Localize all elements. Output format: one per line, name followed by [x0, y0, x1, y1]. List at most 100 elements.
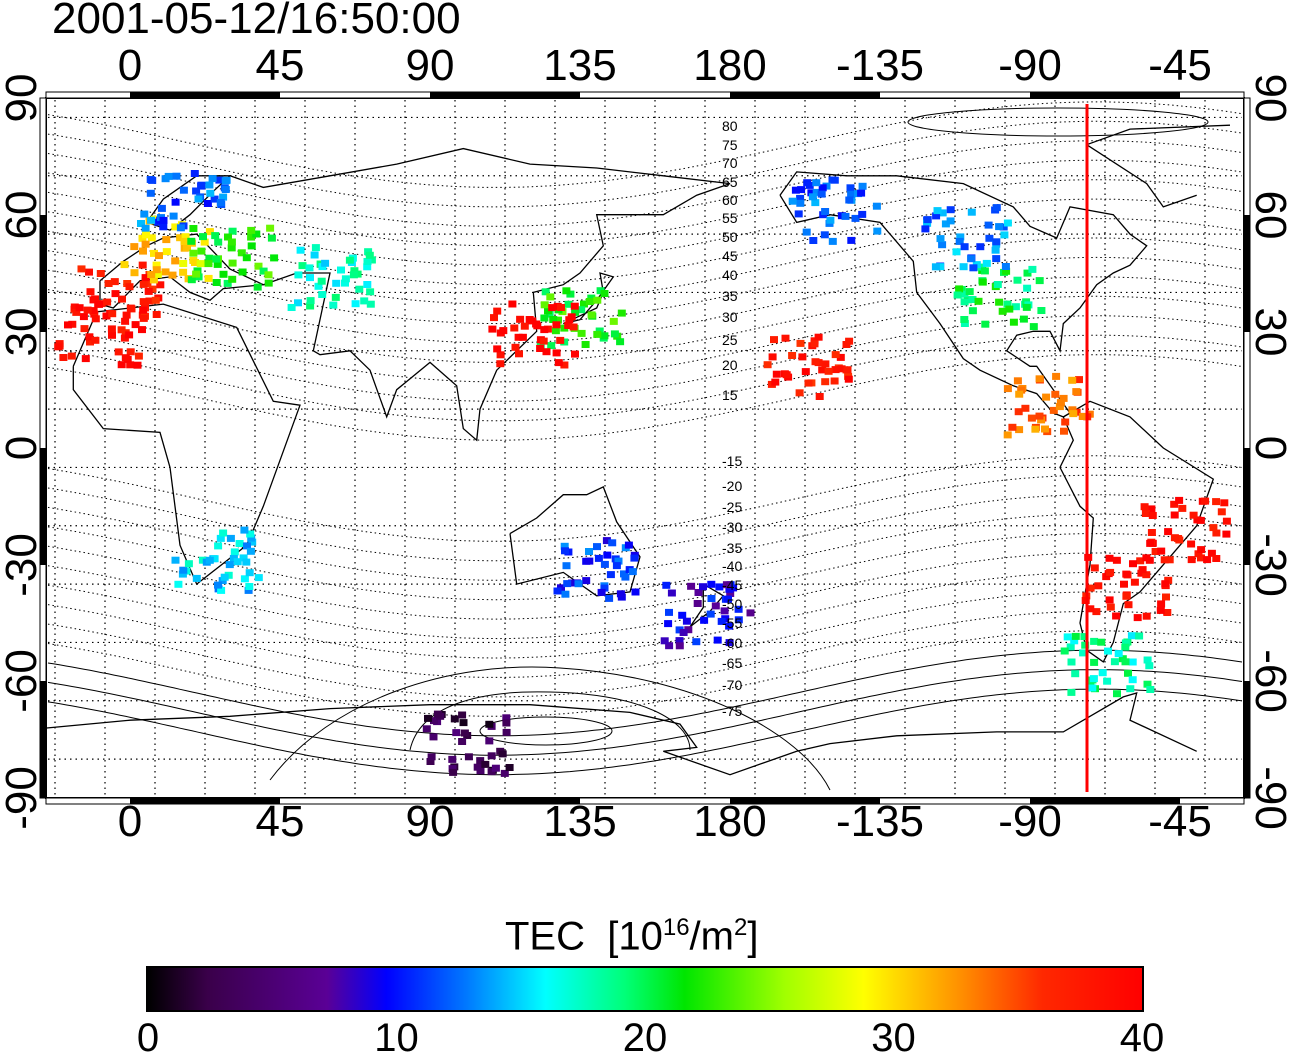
- tec-cell: [556, 336, 565, 344]
- tec-cell: [171, 223, 180, 231]
- tec-cell: [720, 607, 729, 615]
- tec-cell: [620, 570, 628, 578]
- maglat-contour: [47, 237, 1243, 325]
- tec-cell: [540, 314, 549, 322]
- tec-cell: [610, 330, 619, 338]
- tec-cell: [75, 304, 84, 312]
- tec-cell: [216, 199, 225, 206]
- tec-cell: [118, 295, 126, 303]
- tec-cell: [215, 176, 224, 184]
- tec-cell: [561, 590, 570, 598]
- tec-cell: [1098, 669, 1107, 677]
- tec-cell: [991, 246, 1000, 254]
- lon-tick-bottom: 135: [543, 797, 617, 846]
- tec-cell: [145, 297, 154, 305]
- tec-cell: [156, 281, 165, 289]
- tec-cell: [1022, 303, 1031, 311]
- tec-cell: [147, 234, 156, 242]
- tec-cell: [189, 249, 198, 257]
- tec-cell: [243, 542, 251, 550]
- north-pole-oval: [907, 107, 1209, 137]
- tec-cell: [498, 750, 507, 758]
- tec-cell: [1126, 685, 1135, 693]
- tec-cell: [85, 333, 94, 341]
- lon-tick-bottom: -135: [835, 797, 925, 846]
- maglat-contour: [47, 218, 1243, 305]
- tec-cell: [706, 610, 715, 618]
- tec-cell: [176, 224, 185, 232]
- tec-cell: [221, 186, 230, 193]
- tec-cell: [134, 352, 143, 360]
- tec-cell: [168, 271, 177, 279]
- maglat-contour: [47, 455, 1243, 542]
- tec-cell: [1068, 406, 1077, 414]
- maglat-contour: [47, 610, 1243, 698]
- tec-cell: [126, 361, 135, 369]
- tec-cell: [180, 237, 189, 245]
- tec-cell: [794, 210, 803, 218]
- tec-cell: [1003, 219, 1012, 227]
- tec-cell: [298, 262, 307, 270]
- maglat-label: 45: [722, 248, 738, 264]
- tec-cell: [152, 311, 161, 318]
- tec-cell: [1067, 688, 1076, 696]
- colorbar-tick: 20: [622, 1016, 668, 1060]
- tec-cell: [1069, 410, 1078, 418]
- tec-cell: [125, 331, 134, 339]
- tec-cell: [192, 270, 201, 278]
- tec-cell: [367, 256, 376, 264]
- tec-cell: [490, 314, 498, 322]
- tec-cell: [196, 260, 205, 268]
- tec-cell: [514, 333, 523, 341]
- lon-tick-bottom: 180: [693, 797, 767, 846]
- lat-tick-left: 60: [0, 190, 46, 240]
- tec-cell: [189, 225, 198, 232]
- tec-cell: [811, 358, 820, 366]
- map-title: 2001-05-12/16:50:00: [52, 0, 461, 43]
- tec-cell: [1145, 662, 1154, 670]
- tec-cell: [1165, 556, 1174, 564]
- lat-tick-right: 60: [1246, 190, 1292, 240]
- tec-cell: [247, 242, 256, 250]
- tec-cell: [142, 231, 150, 239]
- tec-cell: [487, 768, 496, 776]
- tec-cell: [587, 311, 596, 319]
- tec-cell: [931, 263, 940, 271]
- tec-cell: [83, 306, 92, 314]
- tec-cell: [139, 306, 148, 314]
- tec-cell: [360, 297, 369, 305]
- tec-cell: [238, 268, 247, 276]
- tec-cell: [624, 541, 633, 549]
- tec-cell: [1037, 307, 1046, 314]
- tec-cell: [814, 333, 823, 341]
- tec-cell: [821, 360, 830, 368]
- graticule: [48, 100, 1242, 796]
- tec-cell: [363, 258, 372, 265]
- tec-cell: [1146, 686, 1155, 693]
- tec-cell: [91, 336, 100, 344]
- tec-cell: [1197, 546, 1206, 554]
- tec-cell: [1133, 614, 1142, 622]
- lon-tick-bottom: 45: [255, 797, 305, 846]
- tec-cell: [235, 540, 244, 547]
- tec-cell: [305, 264, 314, 272]
- tec-cell: [858, 210, 867, 218]
- tec-cell: [956, 233, 965, 241]
- tec-cell: [1178, 504, 1187, 512]
- maglat-contour: [47, 179, 1243, 266]
- tec-cell: [433, 710, 442, 718]
- tec-cell: [1122, 570, 1131, 578]
- tec-cell: [700, 616, 709, 624]
- tec-cell: [600, 584, 609, 592]
- tec-cell: [148, 176, 157, 184]
- tec-cell: [1129, 560, 1137, 568]
- tec-cell: [811, 199, 820, 207]
- tec-cell: [1151, 548, 1160, 555]
- tec-cell: [564, 300, 573, 308]
- maglat-label: -40: [722, 558, 743, 574]
- tec-cell: [355, 285, 364, 293]
- tec-cell: [458, 711, 467, 719]
- tec-cell: [1056, 399, 1065, 407]
- coastline: [689, 583, 725, 628]
